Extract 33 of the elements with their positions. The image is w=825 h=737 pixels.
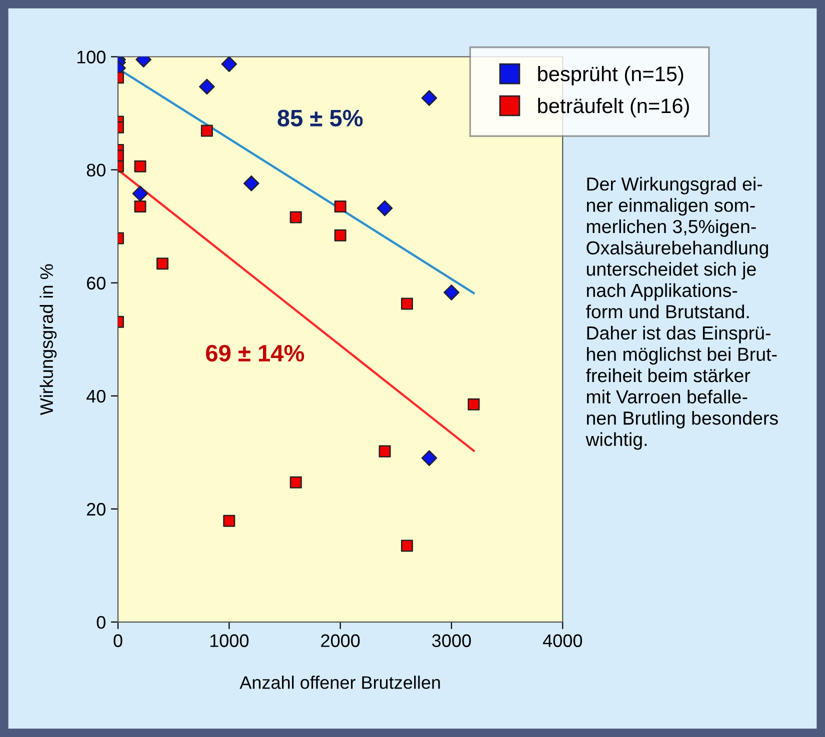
- point: [334, 229, 346, 242]
- point: [223, 514, 236, 527]
- y-tick-label: 0: [96, 616, 106, 629]
- y-tick-label: 80: [86, 164, 106, 177]
- x-tick-label: 1000: [210, 634, 249, 648]
- point: [243, 175, 260, 192]
- y-tick-label: 60: [87, 276, 106, 290]
- x-tick-label: 2000: [321, 634, 360, 648]
- y-tick-label: 20: [86, 502, 106, 516]
- y-tick-label: 40: [86, 390, 106, 403]
- annotation: 85 ± 5%: [278, 110, 363, 126]
- legend-label: beträufelt (n=16): [538, 98, 689, 118]
- y-axis-title: Wirkungsgrad in %: [40, 264, 57, 416]
- x-tick-label: 0: [114, 634, 122, 648]
- point: [376, 200, 393, 216]
- point: [290, 211, 302, 224]
- y-tick-label: 100: [77, 50, 106, 64]
- point: [401, 298, 414, 310]
- x-tick-label: 3000: [432, 634, 471, 648]
- point: [444, 284, 460, 300]
- point: [221, 56, 238, 72]
- point: [468, 398, 480, 410]
- legend-label: besprüht (n=15): [538, 66, 684, 86]
- point: [290, 476, 302, 488]
- point: [401, 540, 414, 552]
- point: [421, 450, 438, 466]
- x-axis-title: Anzahl offener Brutzellen: [240, 676, 440, 689]
- point: [334, 200, 346, 213]
- point: [421, 90, 438, 106]
- text: Der Wirkungsgrad ei- ner einmaligen som- merlichen 3,5%igen- Oxalsäurebehandlung unterscheidet sich je nach Applikations- form und Brutstand. Daher ist das Einsprü- hen möglichst bei Brut- freiheit beim stärker mit Varroen befalle- nen Brutling besonders wichtig.: [586, 176, 778, 450]
- point: [378, 445, 391, 458]
- annotation: 69 ± 14%: [206, 344, 304, 362]
- x-tick-label: 4000: [542, 634, 582, 648]
